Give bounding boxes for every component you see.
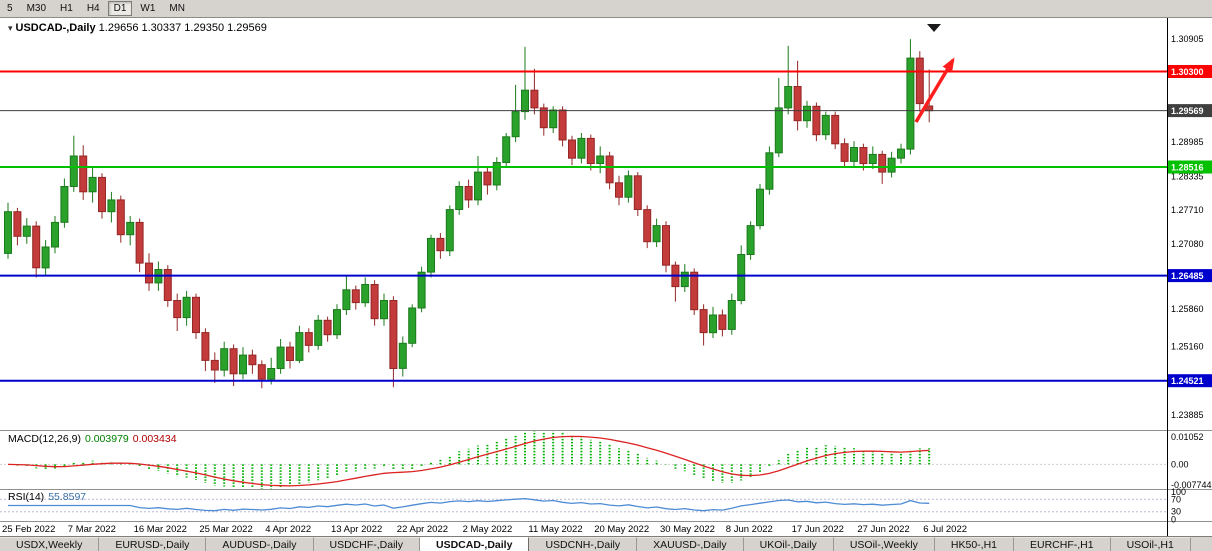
svg-text:2 May 2022: 2 May 2022	[463, 524, 513, 535]
svg-text:4 Apr 2022: 4 Apr 2022	[265, 524, 311, 535]
svg-text:1.28985: 1.28985	[1171, 137, 1204, 147]
svg-text:8 Jun 2022: 8 Jun 2022	[726, 524, 773, 535]
svg-text:16 Mar 2022: 16 Mar 2022	[134, 524, 187, 535]
timeframe-toolbar: 5 M30 H1 H4 D1 W1 MN	[0, 0, 1212, 18]
timeframe-button-5[interactable]: 5	[7, 3, 13, 14]
svg-text:1.28335: 1.28335	[1171, 172, 1204, 182]
timeframe-button-h4[interactable]: H4	[86, 3, 100, 14]
svg-text:1.27710: 1.27710	[1171, 205, 1204, 215]
chart-area: 1.30905 1.28985 1.28335 1.27710 1.27080 1.258…	[0, 18, 1212, 536]
svg-text:1.25860: 1.25860	[1171, 304, 1204, 314]
chart-tab-xauusd-daily[interactable]: XAUUSD-,Daily	[637, 537, 744, 551]
svg-text:-0.007744: -0.007744	[1171, 480, 1212, 490]
svg-text:1.26485: 1.26485	[1171, 271, 1204, 281]
svg-text:30: 30	[1171, 507, 1181, 517]
svg-text:70: 70	[1171, 494, 1181, 504]
svg-text:11 May 2022: 11 May 2022	[528, 524, 582, 535]
chart-tab-usoil-h1[interactable]: USOil-,H1	[1110, 537, 1191, 551]
svg-text:6 Jul 2022: 6 Jul 2022	[923, 524, 967, 535]
price-badge	[1168, 104, 1212, 118]
svg-text:22 Apr 2022: 22 Apr 2022	[397, 524, 448, 535]
chart-tab-eurusd-daily[interactable]: EURUSD-,Daily	[99, 537, 207, 551]
svg-text:1.30300: 1.30300	[1171, 67, 1204, 77]
svg-text:1.30905: 1.30905	[1171, 34, 1204, 44]
price-axis[interactable]: 1.30905 1.28985 1.28335 1.27710 1.27080 1.258…	[1167, 18, 1212, 536]
timeframe-button-m30[interactable]: M30	[26, 3, 47, 14]
price-badge	[1168, 374, 1212, 388]
price-badge	[1168, 160, 1212, 174]
rsi-pane	[0, 497, 1167, 513]
svg-text:0: 0	[1171, 515, 1176, 525]
macd-pane	[0, 431, 1167, 489]
svg-text:30 May 2022: 30 May 2022	[660, 524, 715, 535]
svg-text:25 Feb 2022: 25 Feb 2022	[2, 524, 55, 535]
svg-text:1.28516: 1.28516	[1171, 163, 1204, 173]
chart-tab-usdcnh-daily[interactable]: USDCNH-,Daily	[529, 537, 638, 551]
svg-text:7 Mar 2022: 7 Mar 2022	[68, 524, 116, 535]
trend-arrow-head	[942, 57, 955, 73]
svg-text:20 May 2022: 20 May 2022	[594, 524, 649, 535]
time-axis[interactable]: 25 Feb 2022 7 Mar 2022 16 Mar 2022 25 Mar 2…	[2, 524, 967, 535]
svg-text:0.00: 0.00	[1171, 459, 1189, 469]
chart-tab-usdcad-daily[interactable]: USDCAD-,Daily	[420, 537, 530, 551]
timeframe-button-w1[interactable]: W1	[140, 3, 156, 14]
chart-tab-usdx-weekly[interactable]: USDX,Weekly	[0, 537, 100, 551]
svg-text:1.25160: 1.25160	[1171, 342, 1204, 352]
svg-text:25 Mar 2022: 25 Mar 2022	[199, 524, 252, 535]
price-badge	[1168, 269, 1212, 283]
chart-tab-hk50-h1[interactable]: HK50-,H1	[934, 537, 1014, 551]
chart-tab-usdchf-daily[interactable]: USDCHF-,Daily	[313, 537, 421, 551]
timeframe-button-mn[interactable]: MN	[169, 3, 185, 14]
svg-text:1.27080: 1.27080	[1171, 239, 1204, 249]
horizontal-level-lines[interactable]	[0, 70, 1167, 382]
chart-shift-marker[interactable]	[927, 24, 941, 32]
svg-text:13 Apr 2022: 13 Apr 2022	[331, 524, 382, 535]
svg-text:0.01052: 0.01052	[1171, 432, 1204, 442]
trend-arrow[interactable]	[914, 59, 955, 123]
chart-tab-usoil-weekly[interactable]: USOil-,Weekly	[833, 537, 935, 551]
svg-text:100: 100	[1171, 487, 1186, 497]
chart-tab-ukoil-daily[interactable]: UKOil-,Daily	[743, 537, 834, 551]
timeframe-button-d1[interactable]: D1	[107, 1, 133, 16]
timeframe-button-h1[interactable]: H1	[60, 3, 73, 14]
chart-canvas[interactable]: 1.30905 1.28985 1.28335 1.27710 1.27080 1.258…	[0, 18, 1212, 536]
svg-text:1.29569: 1.29569	[1171, 106, 1204, 116]
svg-text:1.23885: 1.23885	[1171, 410, 1204, 420]
svg-text:1.24521: 1.24521	[1171, 376, 1204, 386]
annotations[interactable]	[914, 24, 955, 123]
chart-tabs-bar: USDX,Weekly EURUSD-,Daily AUDUSD-,Daily USD…	[0, 536, 1212, 551]
chart-tab-eurchf-h1[interactable]: EURCHF-,H1	[1014, 537, 1111, 551]
chart-tab-audusd-daily[interactable]: AUDUSD-,Daily	[206, 537, 314, 551]
svg-text:27 Jun 2022: 27 Jun 2022	[857, 524, 909, 535]
price-badge	[1168, 65, 1212, 78]
svg-text:17 Jun 2022: 17 Jun 2022	[792, 524, 844, 535]
candles-series	[4, 39, 934, 389]
pane-separators	[0, 430, 1212, 522]
